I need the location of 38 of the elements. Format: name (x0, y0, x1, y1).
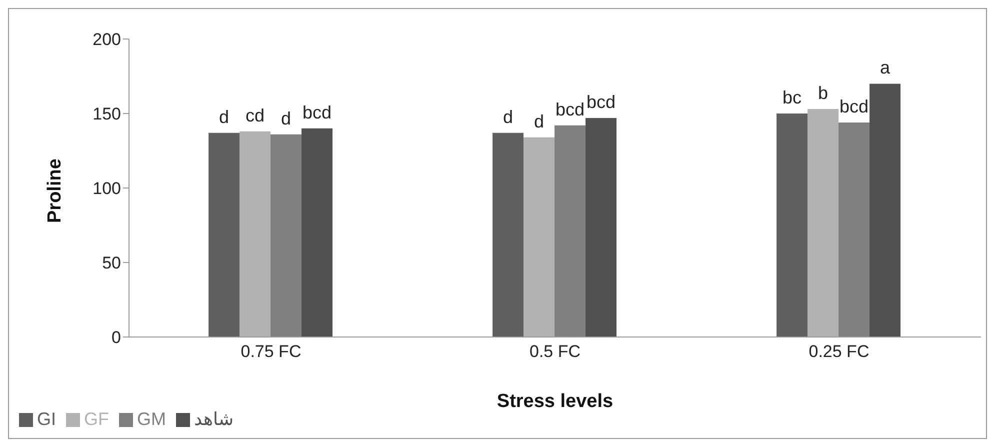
legend-label: GI (37, 409, 56, 429)
x-axis-title: Stress levels (496, 391, 614, 412)
data-label: d (534, 111, 544, 132)
bar (870, 84, 901, 337)
bar (776, 114, 808, 337)
bar (808, 109, 839, 337)
data-label: d (281, 108, 292, 128)
bar (524, 137, 555, 337)
y-tick-label: 150 (92, 104, 121, 124)
x-tick-label: 0.75 FC (240, 342, 302, 362)
y-tick-label: 50 (102, 254, 121, 273)
bar (240, 131, 271, 337)
x-tick-label: 0.25 FC (808, 342, 870, 362)
data-label: bcd (586, 92, 616, 112)
data-label: bc (782, 88, 802, 108)
y-tick-label: 0 (112, 328, 121, 348)
data-label: cd (246, 105, 265, 126)
bar (302, 128, 333, 337)
data-label: bcd (556, 99, 585, 120)
legend-label: شاهد (194, 409, 234, 429)
data-label: bcd (840, 96, 869, 116)
x-tick-label: 0.5 FC (529, 342, 581, 362)
bar (208, 132, 240, 337)
legend-label: GM (137, 409, 166, 429)
data-label: d (503, 106, 514, 127)
bar (838, 122, 870, 337)
data-label: b (818, 83, 828, 104)
bar (554, 125, 586, 337)
bar (270, 134, 302, 337)
y-axis-title: Proline (44, 158, 66, 223)
data-label: bcd (302, 102, 332, 122)
bar (586, 118, 617, 337)
data-label: a (880, 58, 892, 78)
y-tick-label: 100 (92, 179, 121, 198)
bar (492, 132, 524, 337)
y-tick-label: 200 (92, 30, 121, 50)
legend-label: GF (84, 409, 110, 429)
data-label: d (219, 106, 230, 127)
